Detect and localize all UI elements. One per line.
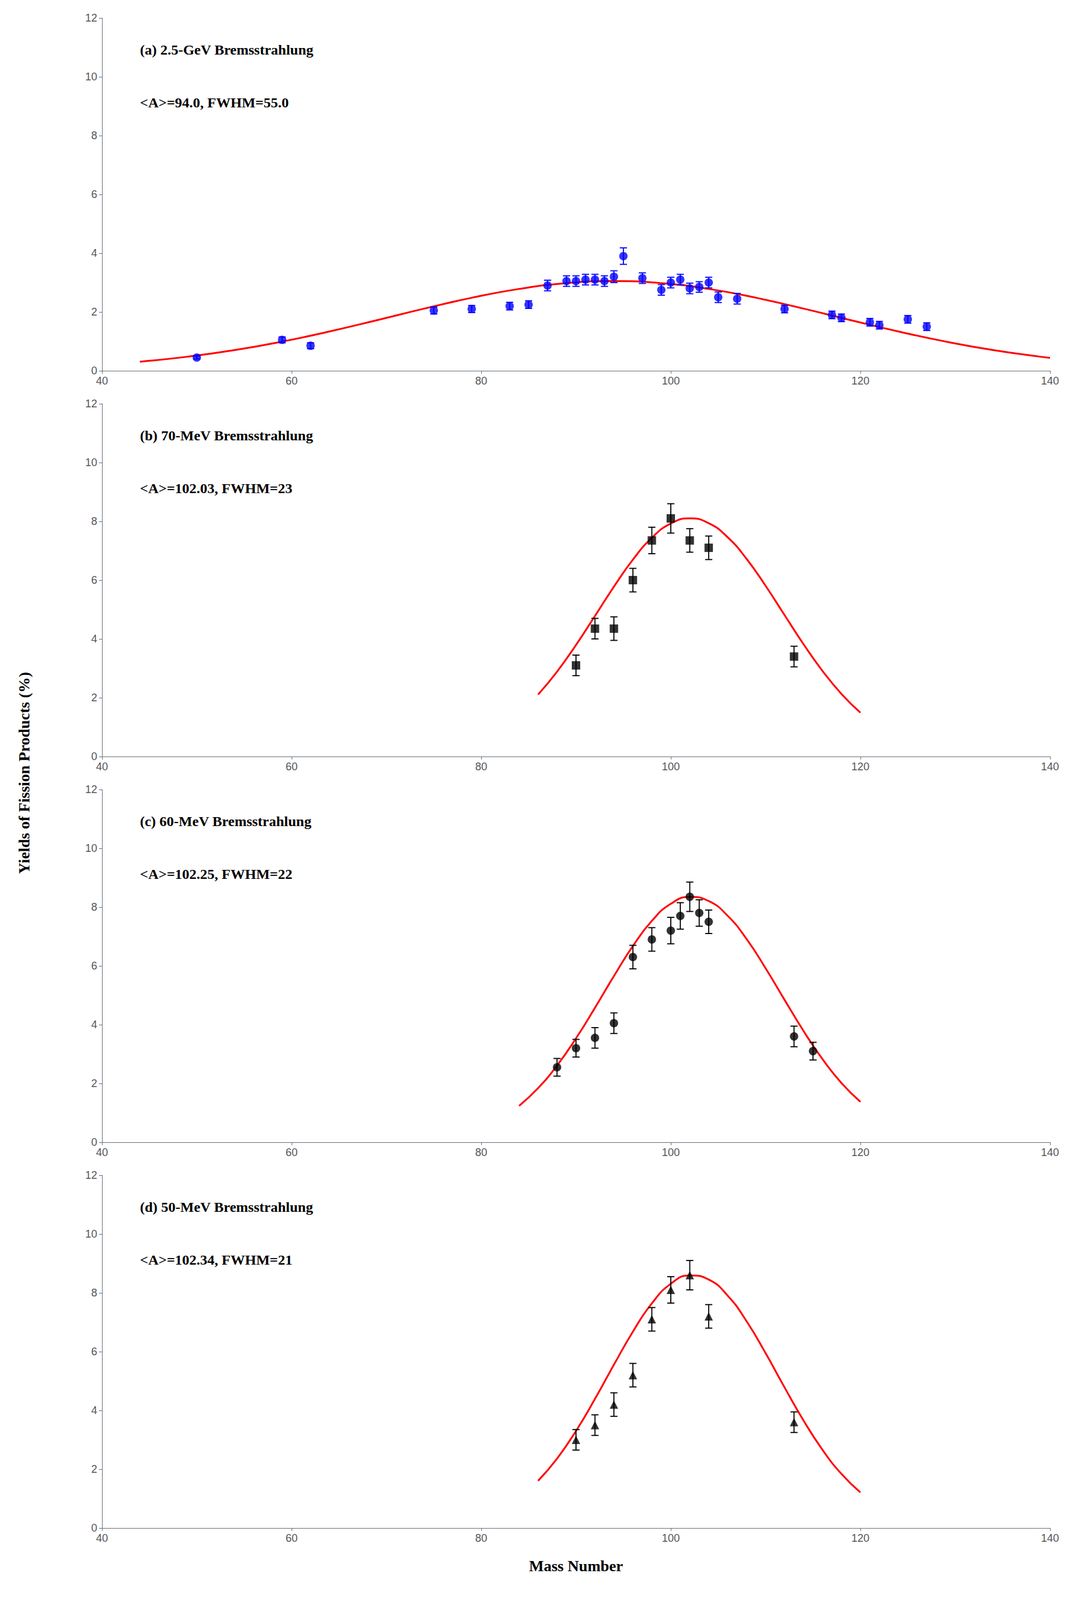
svg-text:100: 100 <box>661 1146 680 1159</box>
svg-text:12: 12 <box>85 783 98 796</box>
svg-text:Yields of Fission Products (%): Yields of Fission Products (%) <box>15 672 33 875</box>
svg-text:Mass Number: Mass Number <box>529 1557 624 1575</box>
svg-text:60: 60 <box>285 1146 298 1159</box>
svg-text:6: 6 <box>91 188 98 201</box>
svg-text:6: 6 <box>91 960 98 972</box>
svg-text:0: 0 <box>91 1136 98 1149</box>
svg-text:120: 120 <box>851 375 870 387</box>
svg-text:80: 80 <box>475 1532 488 1545</box>
svg-text:100: 100 <box>661 760 680 773</box>
svg-text:2: 2 <box>91 1463 98 1476</box>
svg-text:10: 10 <box>85 1228 98 1241</box>
svg-text:4: 4 <box>91 247 98 260</box>
svg-text:60: 60 <box>285 375 298 387</box>
svg-text:140: 140 <box>1041 1532 1059 1545</box>
svg-text:4: 4 <box>91 1404 98 1417</box>
svg-text:2: 2 <box>91 691 98 704</box>
svg-text:4: 4 <box>91 633 98 645</box>
svg-text:120: 120 <box>851 1532 870 1545</box>
svg-text:12: 12 <box>85 397 98 410</box>
svg-text:10: 10 <box>85 842 98 855</box>
svg-text:40: 40 <box>96 1532 108 1545</box>
svg-text:140: 140 <box>1041 760 1059 773</box>
svg-text:12: 12 <box>85 12 98 24</box>
svg-text:8: 8 <box>91 515 98 528</box>
svg-text:<A>=102.34, FWHM=21: <A>=102.34, FWHM=21 <box>139 1252 293 1268</box>
svg-text:2: 2 <box>91 1077 98 1090</box>
svg-text:<A>=102.25, FWHM=22: <A>=102.25, FWHM=22 <box>139 866 293 882</box>
svg-text:0: 0 <box>91 1522 98 1535</box>
svg-text:100: 100 <box>661 375 680 387</box>
svg-text:40: 40 <box>96 1146 108 1159</box>
svg-text:8: 8 <box>91 1287 98 1299</box>
svg-text:(b) 70-MeV Bremsstrahlung: (b) 70-MeV Bremsstrahlung <box>139 427 313 444</box>
svg-text:<A>=94.0, FWHM=55.0: <A>=94.0, FWHM=55.0 <box>139 94 289 111</box>
svg-text:80: 80 <box>475 760 488 773</box>
svg-text:4: 4 <box>91 1018 98 1031</box>
svg-text:(d) 50-MeV Bremsstrahlung: (d) 50-MeV Bremsstrahlung <box>139 1199 313 1215</box>
svg-text:100: 100 <box>661 1532 680 1545</box>
svg-text:40: 40 <box>96 375 108 387</box>
svg-text:0: 0 <box>91 364 98 377</box>
svg-text:140: 140 <box>1041 375 1059 387</box>
svg-text:60: 60 <box>285 760 298 773</box>
svg-text:80: 80 <box>475 375 488 387</box>
svg-text:80: 80 <box>475 1146 488 1159</box>
svg-text:40: 40 <box>96 760 108 773</box>
svg-text:6: 6 <box>91 574 98 587</box>
svg-text:0: 0 <box>91 750 98 763</box>
svg-text:2: 2 <box>91 306 98 318</box>
svg-text:10: 10 <box>85 70 98 83</box>
svg-text:(c) 60-MeV Bremsstrahlung: (c) 60-MeV Bremsstrahlung <box>139 813 312 830</box>
svg-text:8: 8 <box>91 901 98 914</box>
svg-text:120: 120 <box>851 760 870 773</box>
svg-text:(a) 2.5-GeV Bremsstrahlung: (a) 2.5-GeV Bremsstrahlung <box>139 42 314 58</box>
svg-text:8: 8 <box>91 129 98 142</box>
svg-text:120: 120 <box>851 1146 870 1159</box>
svg-text:10: 10 <box>85 456 98 469</box>
svg-text:60: 60 <box>285 1532 298 1545</box>
svg-text:140: 140 <box>1041 1146 1059 1159</box>
svg-text:12: 12 <box>85 1169 98 1182</box>
svg-text:<A>=102.03, FWHM=23: <A>=102.03, FWHM=23 <box>139 480 293 497</box>
svg-text:6: 6 <box>91 1345 98 1358</box>
